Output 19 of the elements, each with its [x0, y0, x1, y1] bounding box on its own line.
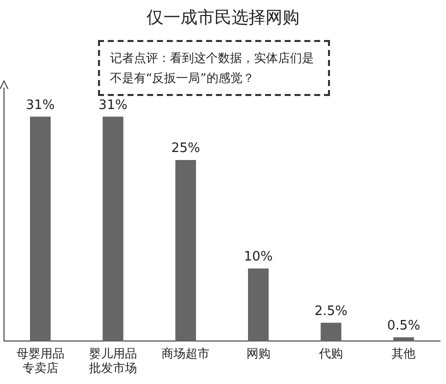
chart-title: 仅一成市民选择网购	[146, 7, 300, 29]
x-tick-label: 婴儿用品批发市场	[89, 346, 137, 375]
data-label: 10%	[244, 250, 273, 265]
data-label: 2.5%	[314, 304, 348, 319]
bar	[102, 116, 124, 342]
text: 记者点评：看到这个数据，实体店们是不是有“反扳一局”的感觉？	[110, 50, 315, 87]
bar	[248, 268, 269, 342]
x-tick-label: 商场超市	[162, 346, 210, 361]
x-tick-label: 代购	[318, 346, 343, 361]
data-label: 25%	[171, 141, 200, 156]
x-tick-label: 母婴用品专卖店	[16, 346, 64, 375]
bar	[320, 322, 342, 342]
data-label: 31%	[26, 98, 55, 113]
x-tick-label: 其他	[392, 346, 416, 361]
bar	[175, 160, 196, 342]
data-label: 31%	[98, 98, 128, 113]
x-tick-label: 网购	[246, 346, 270, 361]
bar	[30, 116, 51, 342]
data-label: 0.5%	[387, 318, 420, 334]
